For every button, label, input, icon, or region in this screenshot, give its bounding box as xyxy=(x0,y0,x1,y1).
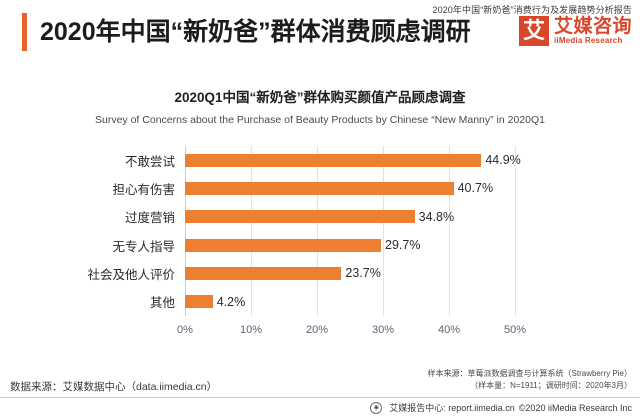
logo-name-cn: 艾媒咨询 xyxy=(553,15,632,37)
chart-subtitle: Survey of Concerns about the Purchase of… xyxy=(95,114,545,126)
chart-value-label: 23.7% xyxy=(345,266,381,281)
x-tick-label: 10% xyxy=(239,324,263,336)
header-tagline: 2020年中国“新奶爸”消费行为及发展趋势分析报告 xyxy=(432,5,632,15)
footer-data-source: 数据来源：艾媒数据中心（data.iimedia.cn） xyxy=(10,381,218,393)
chart-value-label: 34.8% xyxy=(418,209,455,224)
chart-bar-row: 担心有伤害 40.7% xyxy=(112,174,515,202)
chart-value-label: 40.7% xyxy=(457,181,494,196)
chart-bar-rows: 不敢尝试 44.9% 担心有伤害 40.7% 过度营销 34.8% 无专人指导 29.7% 社会… xyxy=(87,146,521,316)
chart-bar[interactable] xyxy=(185,181,454,195)
footer-bottom-bar: ◉ 艾媒报告中心: report.iimedia.cn ©2020 iiMedi… xyxy=(370,401,632,414)
logo-mark-icon: 艾 xyxy=(518,16,549,46)
gridline-0pct xyxy=(185,146,186,316)
logo-text: 艾媒咨询 iiMedia Research xyxy=(553,15,632,46)
footer-sample-line-2: （样本量：N=1911；调研时间：2020年3月） xyxy=(470,381,632,390)
chart-bar-row: 过度营销 34.8% xyxy=(125,203,515,231)
chart-category-label: 担心有伤害 xyxy=(112,182,175,197)
page-footer: 数据来源：艾媒数据中心（data.iimedia.cn） 样本来源：草莓派数据调… xyxy=(0,366,640,416)
x-tick-label: 30% xyxy=(371,324,395,336)
chart-bar[interactable] xyxy=(185,266,342,280)
footer-divider xyxy=(0,397,640,398)
chart-bar[interactable] xyxy=(185,238,382,252)
gridline-30pct xyxy=(383,146,384,316)
page-title-wrap: 2020年中国“新奶爸”群体消费顾虑调研 xyxy=(22,13,471,51)
chart-category-label: 社会及他人评价 xyxy=(87,267,175,282)
footer-sample-line-1: 样本来源：草莓派数据调查与计算系统（Strawberry Pie） xyxy=(427,369,632,378)
chart-value-label: 29.7% xyxy=(385,238,421,253)
logo-name-en: iiMedia Research xyxy=(553,35,623,45)
gridline-50pct xyxy=(515,146,516,316)
chart-card: 2020Q1中国“新奶爸”群体购买颜值产品顾虑调查 Survey of Conc… xyxy=(0,64,640,364)
iimedia-logo[interactable]: 艾 艾媒咨询 iiMedia Research xyxy=(518,15,632,46)
footer-copyright: ©2020 iiMedia Research Inc xyxy=(518,402,632,413)
x-tick-label: 20% xyxy=(305,324,329,336)
gridline-20pct xyxy=(317,146,318,316)
chart-plot-area: 不敢尝试 44.9% 担心有伤害 40.7% 过度营销 34.8% 无专人指导 29.7% 社会… xyxy=(0,138,640,348)
chart-x-axis: 0% 10% 20% 30% 40% 50% xyxy=(177,324,526,344)
gridline-10pct xyxy=(251,146,252,316)
chart-title: 2020Q1中国“新奶爸”群体购买颜值产品顾虑调查 xyxy=(174,90,466,105)
chart-category-label: 其他 xyxy=(149,296,175,311)
chart-bar-row: 社会及他人评价 23.7% xyxy=(87,259,515,287)
title-accent-bar xyxy=(22,13,27,51)
chart-bar-row: 无专人指导 29.7% xyxy=(112,231,515,259)
chart-category-label: 不敢尝试 xyxy=(124,154,175,169)
page-header: 2020年中国“新奶爸”消费行为及发展趋势分析报告 2020年中国“新奶爸”群体… xyxy=(0,0,640,62)
chart-value-label: 44.9% xyxy=(485,153,521,168)
globe-icon: ◉ xyxy=(370,401,383,414)
chart-bar[interactable] xyxy=(185,210,415,224)
chart-category-label: 过度营销 xyxy=(124,211,175,226)
chart-value-label: 4.2% xyxy=(216,294,246,309)
x-tick-label: 50% xyxy=(503,324,527,336)
footer-sample-note: 样本来源：草莓派数据调查与计算系统（Strawberry Pie） （样本量：N… xyxy=(428,368,632,392)
chart-bar[interactable] xyxy=(185,153,482,167)
chart-bar-row: 其他 4.2% xyxy=(150,288,515,316)
x-tick-label: 40% xyxy=(437,324,461,336)
gridline-40pct xyxy=(449,146,450,316)
chart-category-label: 无专人指导 xyxy=(112,239,175,254)
chart-bar[interactable] xyxy=(185,295,213,309)
x-tick-label: 0% xyxy=(177,324,193,336)
footer-report-center[interactable]: 艾媒报告中心: report.iimedia.cn xyxy=(389,403,515,413)
chart-bars-region: 不敢尝试 44.9% 担心有伤害 40.7% 过度营销 34.8% 无专人指导 29.7% 社会… xyxy=(87,146,521,316)
chart-bar-row: 不敢尝试 44.9% xyxy=(125,146,521,174)
page-title: 2020年中国“新奶爸”群体消费顾虑调研 xyxy=(40,17,471,46)
